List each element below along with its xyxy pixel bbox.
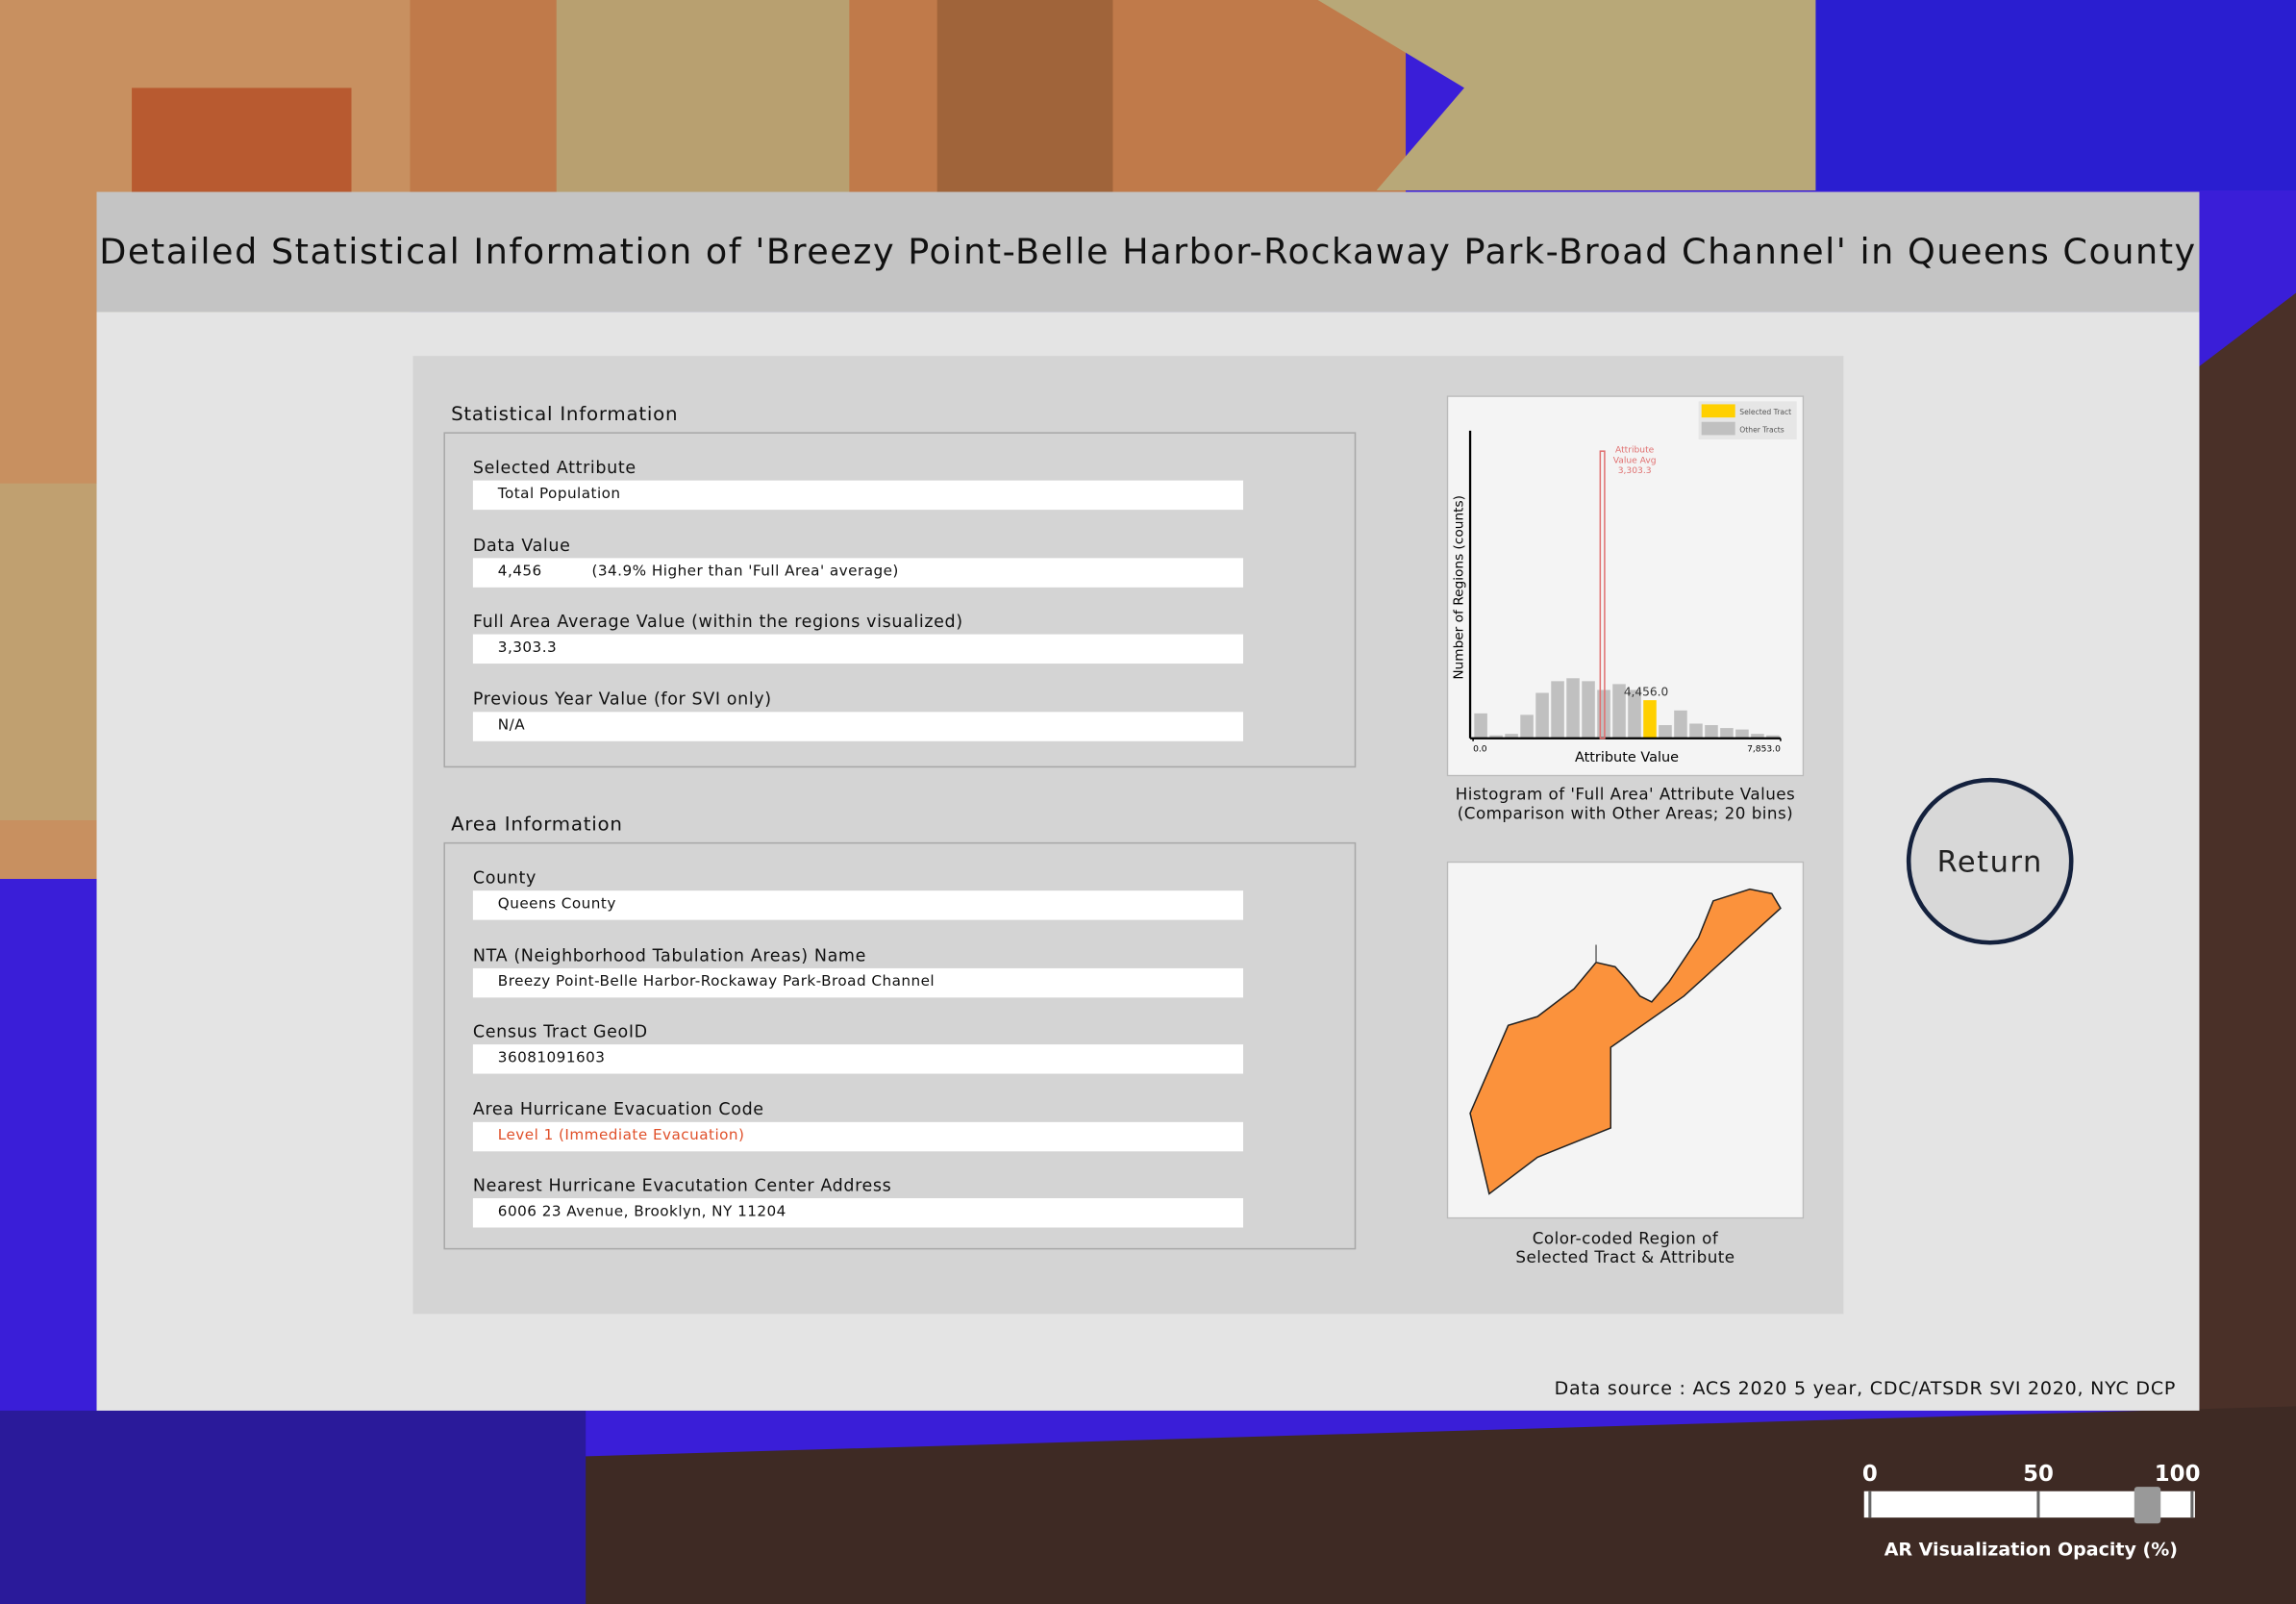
legend-label: Selected Tract bbox=[1739, 408, 1791, 416]
section-heading: Area Information bbox=[451, 814, 623, 837]
slider-tick-label: 0 bbox=[1862, 1462, 1878, 1487]
field-label: Selected Attribute bbox=[472, 457, 636, 478]
histogram-bar bbox=[1505, 734, 1518, 739]
caption-line: (Comparison with Other Areas; 20 bins) bbox=[1457, 804, 1794, 824]
region-map bbox=[1469, 888, 1782, 1195]
histogram-bar bbox=[1643, 700, 1657, 739]
histogram-bar bbox=[1582, 681, 1595, 739]
field-label: Data Value bbox=[472, 534, 571, 555]
histogram-bar bbox=[1674, 710, 1687, 739]
average-label: Attribute bbox=[1615, 446, 1655, 456]
section-box bbox=[443, 432, 1357, 768]
histogram-bar bbox=[1535, 692, 1549, 739]
histogram-bar bbox=[1751, 734, 1764, 739]
histogram-card: 0.0 7,853.0 Attribute Value Number of Regio… bbox=[1446, 395, 1805, 777]
field-label: Census Tract GeoID bbox=[472, 1020, 648, 1042]
average-label: Value Avg bbox=[1613, 456, 1657, 465]
histogram-bar bbox=[1705, 725, 1718, 739]
value-text: 4,456 bbox=[497, 563, 542, 580]
histogram-bar bbox=[1612, 684, 1626, 739]
field-value: Total Population bbox=[472, 480, 1243, 511]
field-label: Area Hurricane Evacuation Code bbox=[472, 1097, 764, 1119]
value-note: (34.9% Higher than 'Full Area' average) bbox=[591, 563, 899, 580]
legend-swatch bbox=[1701, 404, 1735, 418]
field-label: County bbox=[472, 866, 537, 889]
value-text: Total Population bbox=[497, 486, 621, 503]
caption-line: Selected Tract & Attribute bbox=[1515, 1247, 1735, 1267]
value-text: Breezy Point-Belle Harbor-Rockaway Park-… bbox=[497, 973, 936, 990]
field-value: 3,303.3 bbox=[472, 634, 1243, 664]
value-text: Level 1 (Immediate Evacuation) bbox=[497, 1127, 745, 1143]
caption-line: Histogram of 'Full Area' Attribute Value… bbox=[1455, 785, 1796, 805]
field-value: Breezy Point-Belle Harbor-Rockaway Park-… bbox=[472, 967, 1243, 997]
average-line bbox=[1599, 450, 1606, 739]
return-button[interactable]: Return bbox=[1906, 777, 2074, 945]
histogram-bar bbox=[1659, 725, 1672, 739]
section-box bbox=[443, 841, 1357, 1250]
opacity-slider[interactable]: 0 50 100 AR Visualization Opacity (%) bbox=[1845, 1450, 2211, 1567]
histogram-caption: Histogram of 'Full Area' Attribute Value… bbox=[1447, 785, 1805, 823]
page-title: Detailed Statistical Information of 'Bre… bbox=[96, 191, 2200, 313]
section-heading: Statistical Information bbox=[451, 404, 679, 427]
value-text: Queens County bbox=[497, 896, 616, 914]
map-caption: Color-coded Region of Selected Tract & A… bbox=[1447, 1229, 1805, 1267]
x-axis-label: Attribute Value bbox=[1575, 750, 1679, 765]
legend-swatch bbox=[1701, 421, 1735, 436]
slider-tick-label: 100 bbox=[2155, 1462, 2201, 1487]
field-label: Full Area Average Value (within the regi… bbox=[472, 611, 963, 632]
value-text: 6006 23 Avenue, Brooklyn, NY 11204 bbox=[497, 1204, 786, 1220]
selected-value-label: 4,456.0 bbox=[1624, 686, 1668, 699]
data-source: Data source : ACS 2020 5 year, CDC/ATSDR… bbox=[1554, 1376, 2177, 1399]
x-tick-label: 0.0 bbox=[1473, 744, 1487, 754]
x-tick-label: 7,853.0 bbox=[1747, 744, 1781, 754]
average-label: 3,303.3 bbox=[1618, 466, 1652, 476]
slider-thumb bbox=[2134, 1487, 2161, 1524]
button-label: Return bbox=[1936, 843, 2043, 879]
legend-label: Other Tracts bbox=[1739, 425, 1784, 434]
slider-tick-label: 50 bbox=[2023, 1462, 2054, 1487]
field-label: Nearest Hurricane Evacutation Center Add… bbox=[472, 1174, 892, 1196]
histogram-bar bbox=[1720, 728, 1734, 739]
field-value: 36081091603 bbox=[472, 1044, 1243, 1074]
value-text: N/A bbox=[497, 716, 526, 734]
histogram-bar bbox=[1551, 681, 1564, 739]
region-shape bbox=[1469, 888, 1782, 1195]
slider-label: AR Visualization Opacity (%) bbox=[1884, 1540, 2178, 1561]
caption-line: Color-coded Region of bbox=[1532, 1229, 1719, 1248]
histogram-bar bbox=[1735, 729, 1749, 739]
field-value: Level 1 (Immediate Evacuation) bbox=[472, 1121, 1243, 1151]
map-card bbox=[1446, 861, 1805, 1219]
histogram-bar bbox=[1628, 689, 1641, 739]
histogram-bar bbox=[1766, 735, 1780, 739]
histogram-bar bbox=[1489, 735, 1503, 739]
field-value: 4,456 (34.9% Higher than 'Full Area' aver… bbox=[472, 557, 1243, 588]
field-label: Previous Year Value (for SVI only) bbox=[472, 688, 772, 709]
histogram-bar bbox=[1520, 714, 1534, 739]
histogram-bar bbox=[1474, 713, 1487, 739]
value-text: 36081091603 bbox=[497, 1050, 606, 1066]
histogram-bar bbox=[1689, 723, 1703, 739]
value-text: 3,303.3 bbox=[497, 639, 558, 657]
field-value: 6006 23 Avenue, Brooklyn, NY 11204 bbox=[472, 1198, 1243, 1228]
field-label: NTA (Neighborhood Tabulation Areas) Name bbox=[472, 943, 866, 965]
histogram-bar bbox=[1566, 678, 1580, 739]
histogram: 0.0 7,853.0 Attribute Value Number of Regio… bbox=[1451, 401, 1797, 765]
title-text: Detailed Statistical Information of 'Bre… bbox=[99, 231, 2197, 273]
histogram-bar bbox=[1597, 689, 1610, 739]
field-value: N/A bbox=[472, 711, 1243, 741]
field-value: Queens County bbox=[472, 890, 1243, 920]
y-axis-label: Number of Regions (counts) bbox=[1451, 495, 1466, 680]
